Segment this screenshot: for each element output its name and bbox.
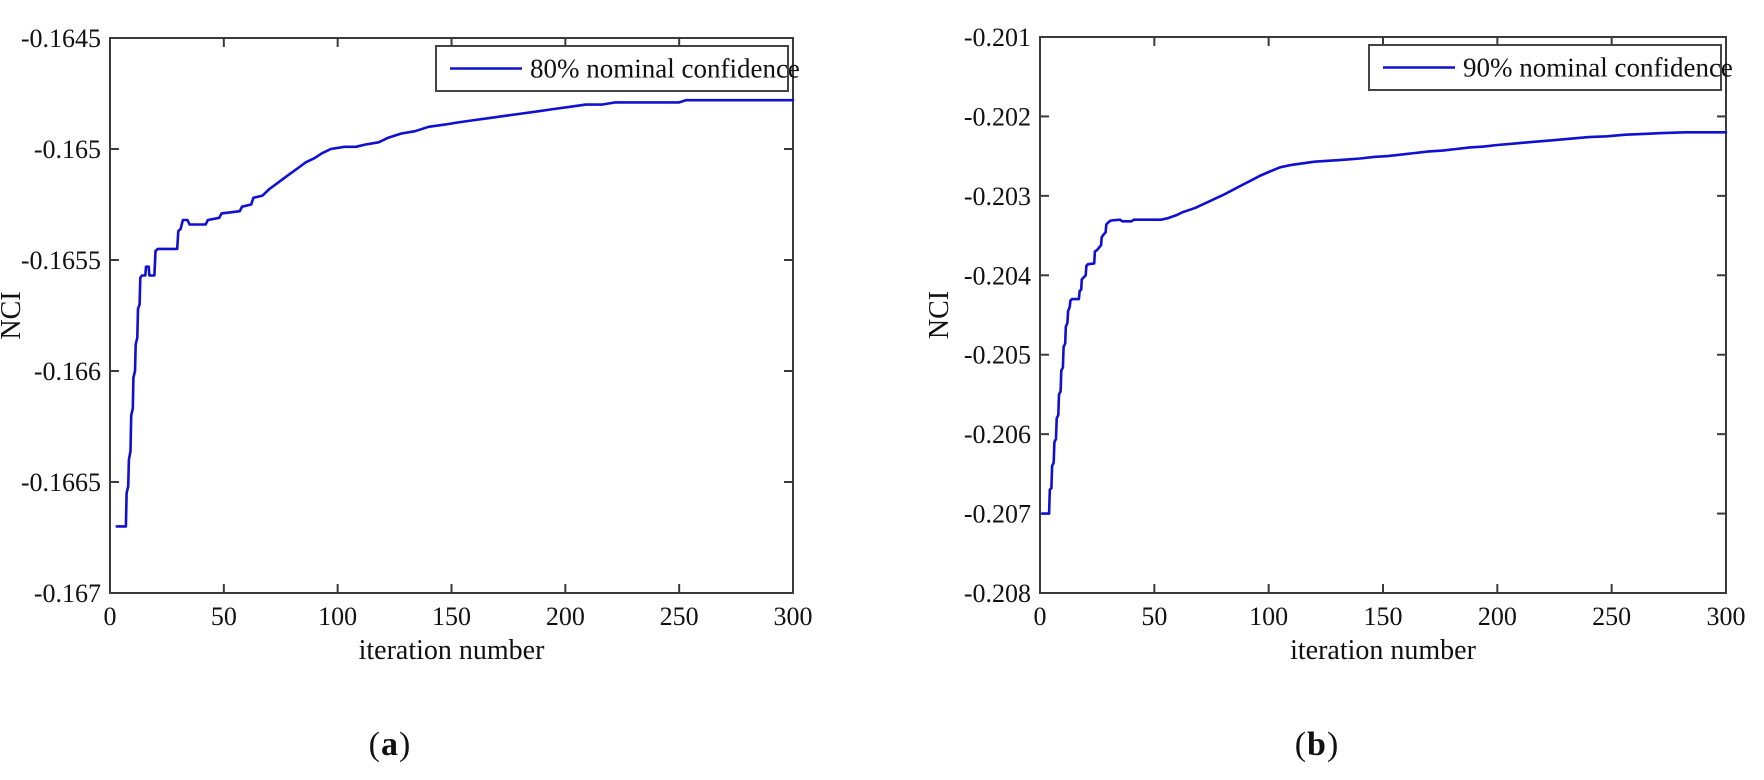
chart-b-ytick-label: -0.202 — [964, 102, 1031, 131]
chart-a-xtick-label: 0 — [104, 602, 117, 631]
chart-a-ytick-label: -0.167 — [34, 579, 101, 608]
chart-b-xtick-label: 0 — [1034, 602, 1047, 631]
caption-b-letter: b — [1307, 726, 1327, 763]
chart-b-ytick-label: -0.203 — [964, 182, 1031, 211]
chart-a-xtick-label: 200 — [546, 602, 585, 631]
chart-b-ticks — [1039, 36, 1727, 594]
chart-b-ytick-label: -0.204 — [964, 261, 1031, 290]
chart-a-ticks — [109, 37, 794, 594]
chart-a-ytick-label: -0.1665 — [21, 468, 101, 497]
chart-b-legend-label: 90% nominal confidence — [1463, 53, 1733, 83]
chart-b-xtick-label: 300 — [1707, 602, 1746, 631]
chart-a-series-line — [115, 98, 795, 528]
caption-a: (a) — [369, 726, 412, 764]
chart-b-legend: 90% nominal confidence — [1368, 44, 1733, 91]
chart-b-ytick-label: -0.208 — [964, 579, 1031, 608]
chart-b-xtick-label: 100 — [1249, 602, 1288, 631]
chart-b-tick-labels: 0 50 100 150 200 250 300 -0.208 -0.207 -0.206 -0.2… — [964, 23, 1746, 631]
chart-a-xtick-label: 300 — [774, 602, 813, 631]
chart-a-tick-labels: 0 50 100 150 200 250 300 -0.167 -0.1665 -0.166 -0.… — [21, 24, 813, 631]
chart-a-xtick-label: 100 — [318, 602, 357, 631]
caption-b-close: ) — [1326, 726, 1340, 763]
chart-b-ytick-label: -0.206 — [964, 420, 1031, 449]
caption-a-open: ( — [368, 726, 381, 763]
chart-a-ytick-label: -0.1645 — [21, 24, 101, 53]
chart-b-xtick-label: 250 — [1592, 602, 1631, 631]
chart-b-xlabel: iteration number — [1290, 635, 1477, 666]
chart-a-ytick-label: -0.166 — [34, 357, 101, 386]
chart-a-legend-label: 80% nominal confidence — [530, 54, 800, 84]
chart-b-series-line — [1041, 131, 1728, 515]
chart-b-xtick-label: 200 — [1478, 602, 1517, 631]
chart-a-xtick-label: 150 — [432, 602, 471, 631]
chart-b-ytick-label: -0.201 — [964, 23, 1031, 52]
chart-a-xtick-label: 50 — [211, 602, 237, 631]
chart-a-ytick-label: -0.1655 — [21, 246, 101, 275]
chart-a-axis-box — [109, 37, 794, 594]
chart-b-axis-box — [1039, 36, 1727, 594]
chart-b-xtick-label: 150 — [1364, 602, 1403, 631]
chart-a-ytick-label: -0.165 — [34, 135, 101, 164]
chart-a-canvas: 0 50 100 150 200 250 300 -0.167 -0.1665 -0.166 -0.… — [0, 24, 813, 666]
caption-b: (b) — [1295, 726, 1340, 764]
chart-a-xtick-label: 250 — [660, 602, 699, 631]
chart-b-ytick-label: -0.205 — [964, 341, 1031, 370]
caption-a-close: ) — [399, 726, 412, 763]
caption-b-open: ( — [1294, 726, 1308, 763]
chart-b-ylabel: NCI — [924, 291, 955, 339]
chart-b-ytick-label: -0.207 — [964, 500, 1031, 529]
chart-b-canvas: 0 50 100 150 200 250 300 -0.208 -0.207 -0.206 -0.2… — [924, 23, 1746, 666]
chart-a-ylabel: NCI — [0, 291, 27, 339]
chart-a-xlabel: iteration number — [359, 635, 546, 666]
caption-a-letter: a — [381, 726, 399, 763]
chart-a-legend: 80% nominal confidence — [435, 45, 800, 92]
chart-b-xtick-label: 50 — [1141, 602, 1167, 631]
